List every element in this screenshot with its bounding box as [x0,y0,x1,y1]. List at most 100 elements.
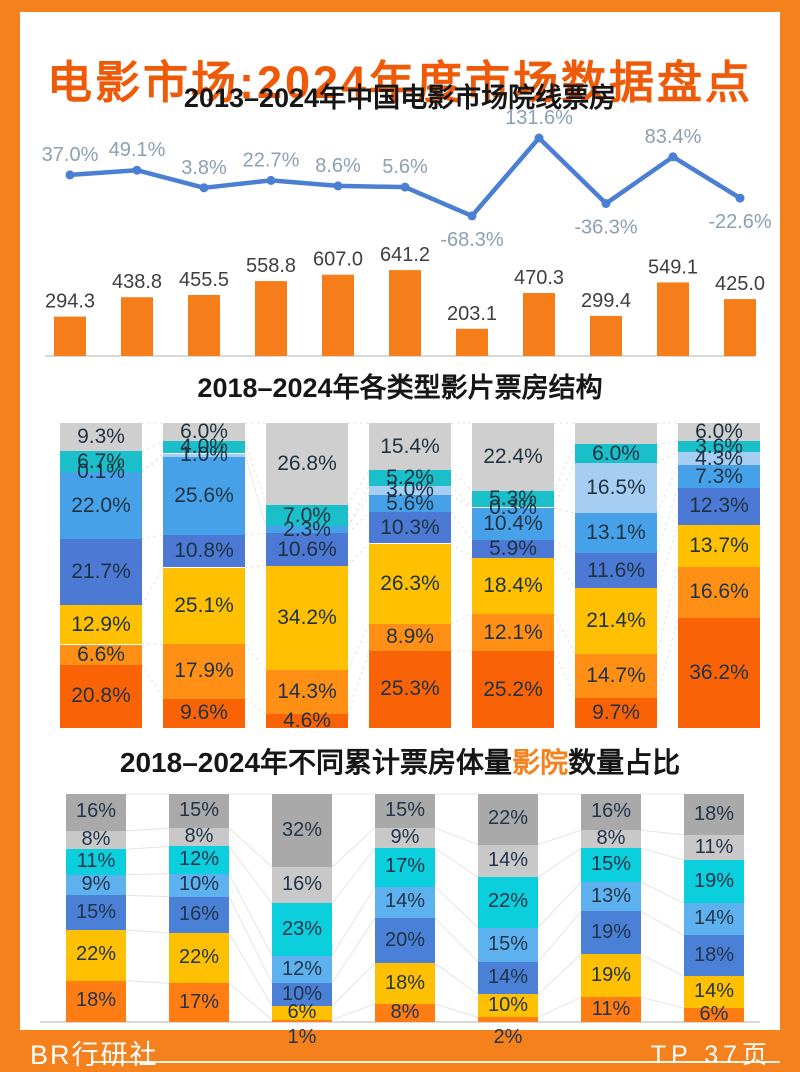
segment-connector [538,954,581,994]
segment-connector [641,882,684,903]
stack-segment-label: 22.4% [472,445,554,469]
segment-connector [538,997,581,1017]
stack-segment-label: 8.9% [369,625,451,649]
segment-connector [554,540,575,553]
chart2-title: 2018–2024年各类型影片票房结构 [0,366,800,405]
stack-segment-label: 21.7% [60,560,142,584]
segment-connector [435,848,478,877]
stack-segment-label: 34.2% [266,606,348,630]
stack-segment-label: 36.2% [678,661,760,685]
stack-segment-label: 22% [66,943,126,966]
growth-point [401,183,410,192]
segment-connector [245,566,266,568]
boxoffice-bar-label: 299.4 [581,290,631,312]
growth-point-label: -36.3% [574,217,638,239]
segment-connector [142,535,163,540]
growth-point-label: 37.0% [42,144,99,166]
stack-segment-label: 19% [684,870,744,893]
stack-segment-label: 18.4% [472,574,554,598]
stack-segment-label: 16% [66,800,126,823]
stack-segment-label: 1.0% [163,443,245,467]
segment-connector [348,651,369,714]
segment-connector [538,830,581,845]
segment-connector [451,512,472,540]
stack-segment-label: 20% [375,929,435,952]
stack-segment-label: 18% [684,803,744,826]
segment-connector [126,828,169,831]
segment-connector [538,911,581,962]
segment-connector [142,457,163,473]
stack-segment-label: 19% [581,921,641,944]
stack-segment-label: 18% [684,944,744,967]
segment-connector [332,1004,375,1020]
segment-connector [657,488,678,553]
stack-segment-label: 8% [169,825,229,848]
stack-segment-label: 8% [375,1001,435,1024]
stack-segment-label: 14% [684,980,744,1003]
stack-segment-label: 10.4% [472,512,554,536]
chart3-title: 2018–2024年不同累计票房体量影院数量占比 [0,741,800,781]
growth-point-label: 49.1% [109,139,166,161]
boxoffice-bar-label: 438.8 [112,271,162,293]
stack-segment-label: 12.3% [678,494,760,518]
boxoffice-bar-label: 470.3 [514,267,564,289]
stack-segment-label: 26.8% [266,452,348,476]
segment-connector [348,486,369,527]
segment-connector [554,651,575,698]
stack-segment-label: 15% [581,853,641,876]
growth-point [200,183,209,192]
boxoffice-bar-label: 294.3 [45,291,95,313]
stack-segment-label: 11% [684,836,744,859]
growth-point-label: 22.7% [243,149,300,171]
stack-segment-label: 25.2% [472,678,554,702]
segment-connector [245,457,266,527]
stack-segment-label: 14% [375,890,435,913]
segment-connector [126,846,169,849]
stack-segment-label: 9% [66,873,126,896]
stack-segment-label: 25.6% [163,484,245,508]
segment-connector [126,930,169,933]
stack-segment-label: 15% [375,799,435,822]
segment-connector [657,452,678,462]
chart3-title-highlight: 影院 [512,747,568,778]
stack-segment-label: 12% [169,848,229,871]
stack-segment-label: 14% [478,966,538,989]
segment-connector [332,918,375,983]
segment-connector [641,830,684,835]
stack-segment-label: 6% [272,1001,332,1024]
stack-segment-label: 9.6% [163,701,245,725]
boxoffice-bar-label: 558.8 [246,255,296,277]
stack-segment-label: 25.3% [369,677,451,701]
growth-point-label: 8.6% [315,155,361,177]
segment-connector [245,441,266,505]
stack-segment-label: 14% [478,849,538,872]
growth-point-label: 131.6% [505,107,573,129]
segment-connector [229,846,272,903]
boxoffice-bar [188,295,220,356]
stack-segment [478,1017,538,1022]
boxoffice-bar [322,275,354,356]
stack-segment-label: 19% [581,964,641,987]
segment-connector [348,544,369,566]
segment-connector [142,454,163,472]
segment-connector [435,1004,478,1018]
stack-segment-label: 21.4% [575,609,657,633]
stack-segment-label: 11.6% [575,559,657,583]
growth-point [736,194,745,203]
stack-segment-label: 2% [478,1026,538,1049]
segment-connector [332,887,375,956]
stack-segment-label: 12% [272,958,332,981]
stack-segment-label: 20.8% [60,684,142,708]
stack-segment-label: 10% [478,994,538,1017]
stack-segment-label: 12.9% [60,613,142,637]
stack-segment-label: 6% [684,1003,744,1026]
stack-segment-label: 5.6% [369,492,451,516]
segment-connector [451,544,472,559]
growth-point [133,166,142,175]
segment-connector [451,470,472,491]
segment-connector [657,618,678,699]
segment-connector [348,624,369,671]
segment-connector [435,828,478,845]
segment-connector [348,470,369,505]
